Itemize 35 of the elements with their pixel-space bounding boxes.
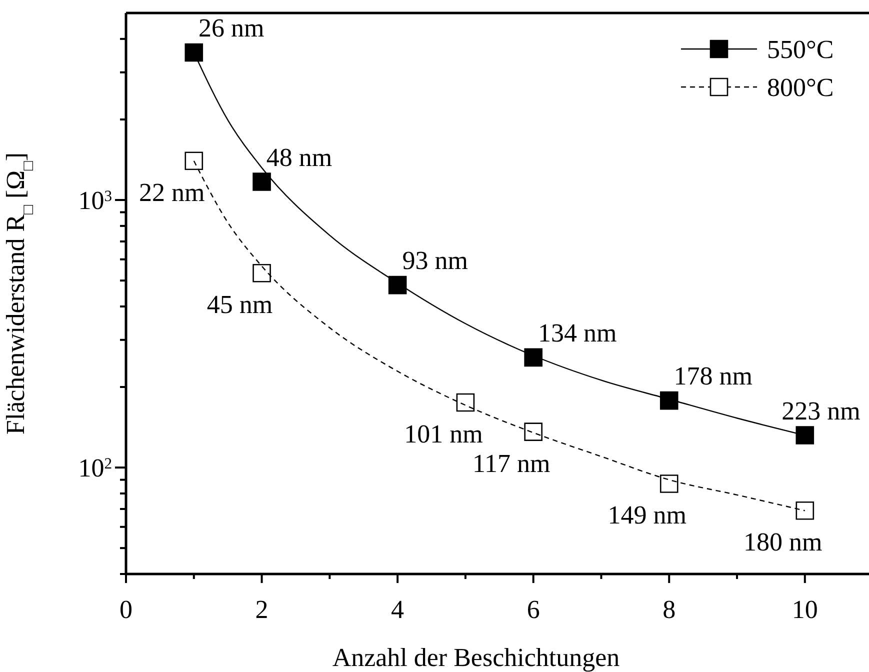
point bbox=[388, 276, 407, 294]
point bbox=[456, 393, 475, 412]
annotation: 48 nm bbox=[266, 142, 332, 172]
x-tick-label: 2 bbox=[255, 595, 268, 624]
x-tick-label: 10 bbox=[792, 595, 818, 624]
annotation: 101 nm bbox=[404, 420, 483, 449]
x-tick-label: 4 bbox=[391, 595, 404, 624]
annotation: 134 nm bbox=[538, 318, 617, 348]
annotation: 22 nm bbox=[139, 178, 205, 207]
annotation: 45 nm bbox=[206, 290, 273, 320]
point bbox=[660, 391, 678, 410]
point bbox=[184, 43, 204, 62]
point bbox=[252, 172, 271, 191]
annotation: 93 nm bbox=[402, 246, 468, 276]
x-tick-label: 8 bbox=[662, 595, 676, 624]
x-axis-title: Anzahl der Beschichtungen bbox=[332, 643, 620, 672]
y-tick-label: 10$^{3}$ bbox=[78, 186, 112, 215]
point bbox=[184, 152, 204, 170]
point bbox=[524, 422, 542, 441]
x-tick-label: 0 bbox=[120, 595, 132, 624]
annotation: 26 nm bbox=[198, 13, 264, 42]
x-tick-label: 6 bbox=[526, 595, 540, 624]
point bbox=[660, 474, 678, 493]
annotation: 117 nm bbox=[472, 448, 550, 478]
point bbox=[796, 426, 814, 444]
legend-label: 800°C bbox=[767, 73, 834, 102]
legend-label: 550°C bbox=[767, 35, 834, 64]
point bbox=[524, 348, 542, 367]
point bbox=[796, 502, 814, 520]
annotation: 223 nm bbox=[782, 396, 860, 426]
annotation: 180 nm bbox=[744, 528, 822, 557]
point bbox=[252, 264, 271, 282]
annotation: 149 nm bbox=[608, 500, 686, 530]
y-tick-label: 10$^{2}$ bbox=[78, 454, 112, 483]
annotation: 178 nm bbox=[674, 362, 752, 391]
